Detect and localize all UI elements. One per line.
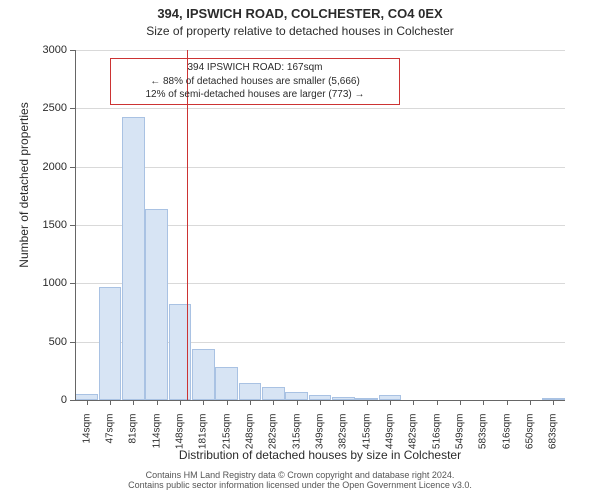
- x-tick-label: 114sqm: [151, 414, 162, 464]
- x-tick-label: 349sqm: [315, 414, 326, 464]
- reference-callout-box: 394 IPSWICH ROAD: 167sqm ← 88% of detach…: [110, 58, 400, 105]
- x-tick-label: 449sqm: [385, 414, 396, 464]
- x-tick-label: 81sqm: [128, 414, 139, 464]
- gridline: [75, 50, 565, 51]
- x-tick-label: 14sqm: [81, 414, 92, 464]
- x-tick-label: 683sqm: [548, 414, 559, 464]
- x-tick-label: 148sqm: [175, 414, 186, 464]
- x-tick-label: 482sqm: [408, 414, 419, 464]
- x-tick-label: 282sqm: [268, 414, 279, 464]
- footer-attribution: Contains HM Land Registry data © Crown c…: [0, 470, 600, 490]
- x-tick-label: 215sqm: [221, 414, 232, 464]
- callout-line-smaller: ← 88% of detached houses are smaller (5,…: [113, 75, 397, 89]
- x-tick-label: 516sqm: [431, 414, 442, 464]
- histogram-bar: [215, 367, 238, 400]
- y-axis-line: [75, 50, 76, 400]
- x-tick-label: 315sqm: [291, 414, 302, 464]
- histogram-bar: [285, 392, 308, 400]
- histogram-bar: [239, 383, 262, 401]
- page-title-subtitle: Size of property relative to detached ho…: [0, 24, 600, 38]
- figure-container: 394, IPSWICH ROAD, COLCHESTER, CO4 0EX S…: [0, 0, 600, 500]
- y-tick-label: 2500: [27, 102, 67, 114]
- y-tick-label: 500: [27, 336, 67, 348]
- y-tick-label: 1500: [27, 219, 67, 231]
- x-tick-label: 382sqm: [338, 414, 349, 464]
- footer-line1: Contains HM Land Registry data © Crown c…: [146, 470, 455, 480]
- histogram-bar: [192, 349, 215, 400]
- footer-line2: Contains public sector information licen…: [128, 480, 472, 490]
- y-tick-label: 0: [27, 394, 67, 406]
- y-axis-label: Number of detached properties: [17, 55, 31, 315]
- y-tick-label: 2000: [27, 161, 67, 173]
- x-tick-label: 650sqm: [525, 414, 536, 464]
- histogram-bar: [122, 117, 145, 401]
- x-tick-label: 181sqm: [198, 414, 209, 464]
- histogram-bar: [145, 209, 168, 400]
- x-tick-label: 415sqm: [361, 414, 372, 464]
- gridline: [75, 167, 565, 168]
- y-tick-label: 1000: [27, 277, 67, 289]
- histogram-bar: [99, 287, 122, 400]
- x-tick-label: 549sqm: [455, 414, 466, 464]
- x-tick-label: 248sqm: [245, 414, 256, 464]
- x-axis-line: [75, 400, 565, 401]
- gridline: [75, 108, 565, 109]
- x-tick-label: 47sqm: [105, 414, 116, 464]
- page-title-address: 394, IPSWICH ROAD, COLCHESTER, CO4 0EX: [0, 6, 600, 21]
- callout-line-larger: 12% of semi-detached houses are larger (…: [113, 88, 397, 102]
- y-tick-label: 3000: [27, 44, 67, 56]
- x-tick-label: 616sqm: [501, 414, 512, 464]
- histogram-bar: [262, 387, 285, 400]
- callout-title: 394 IPSWICH ROAD: 167sqm: [113, 61, 397, 75]
- x-tick-label: 583sqm: [478, 414, 489, 464]
